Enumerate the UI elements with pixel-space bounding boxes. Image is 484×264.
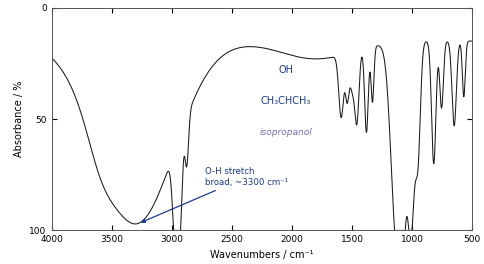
Y-axis label: Absorbance / %: Absorbance / % — [14, 81, 24, 157]
X-axis label: Wavenumbers / cm⁻¹: Wavenumbers / cm⁻¹ — [210, 250, 313, 260]
Text: O-H stretch
broad, ~3300 cm⁻¹: O-H stretch broad, ~3300 cm⁻¹ — [142, 167, 288, 222]
Text: isopropanol: isopropanol — [259, 128, 312, 137]
Text: OH: OH — [278, 65, 293, 75]
Text: CH₃CHCH₃: CH₃CHCH₃ — [260, 96, 310, 106]
